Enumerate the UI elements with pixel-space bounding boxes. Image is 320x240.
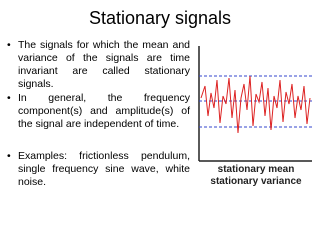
slide-title: Stationary signals <box>88 8 232 28</box>
bullet: The signals for which the mean and varia… <box>7 39 190 91</box>
bullet: Examples: frictionless pendulum, single … <box>7 150 190 189</box>
signal <box>200 75 311 134</box>
bullet: In general, the frequency component(s) a… <box>7 92 190 131</box>
figure-label: stationary mean <box>218 164 295 175</box>
bullet-list: The signals for which the mean and varia… <box>6 39 190 189</box>
figure: stationary mean stationary variance <box>198 46 312 187</box>
figure-label: stationary variance <box>210 176 302 187</box>
